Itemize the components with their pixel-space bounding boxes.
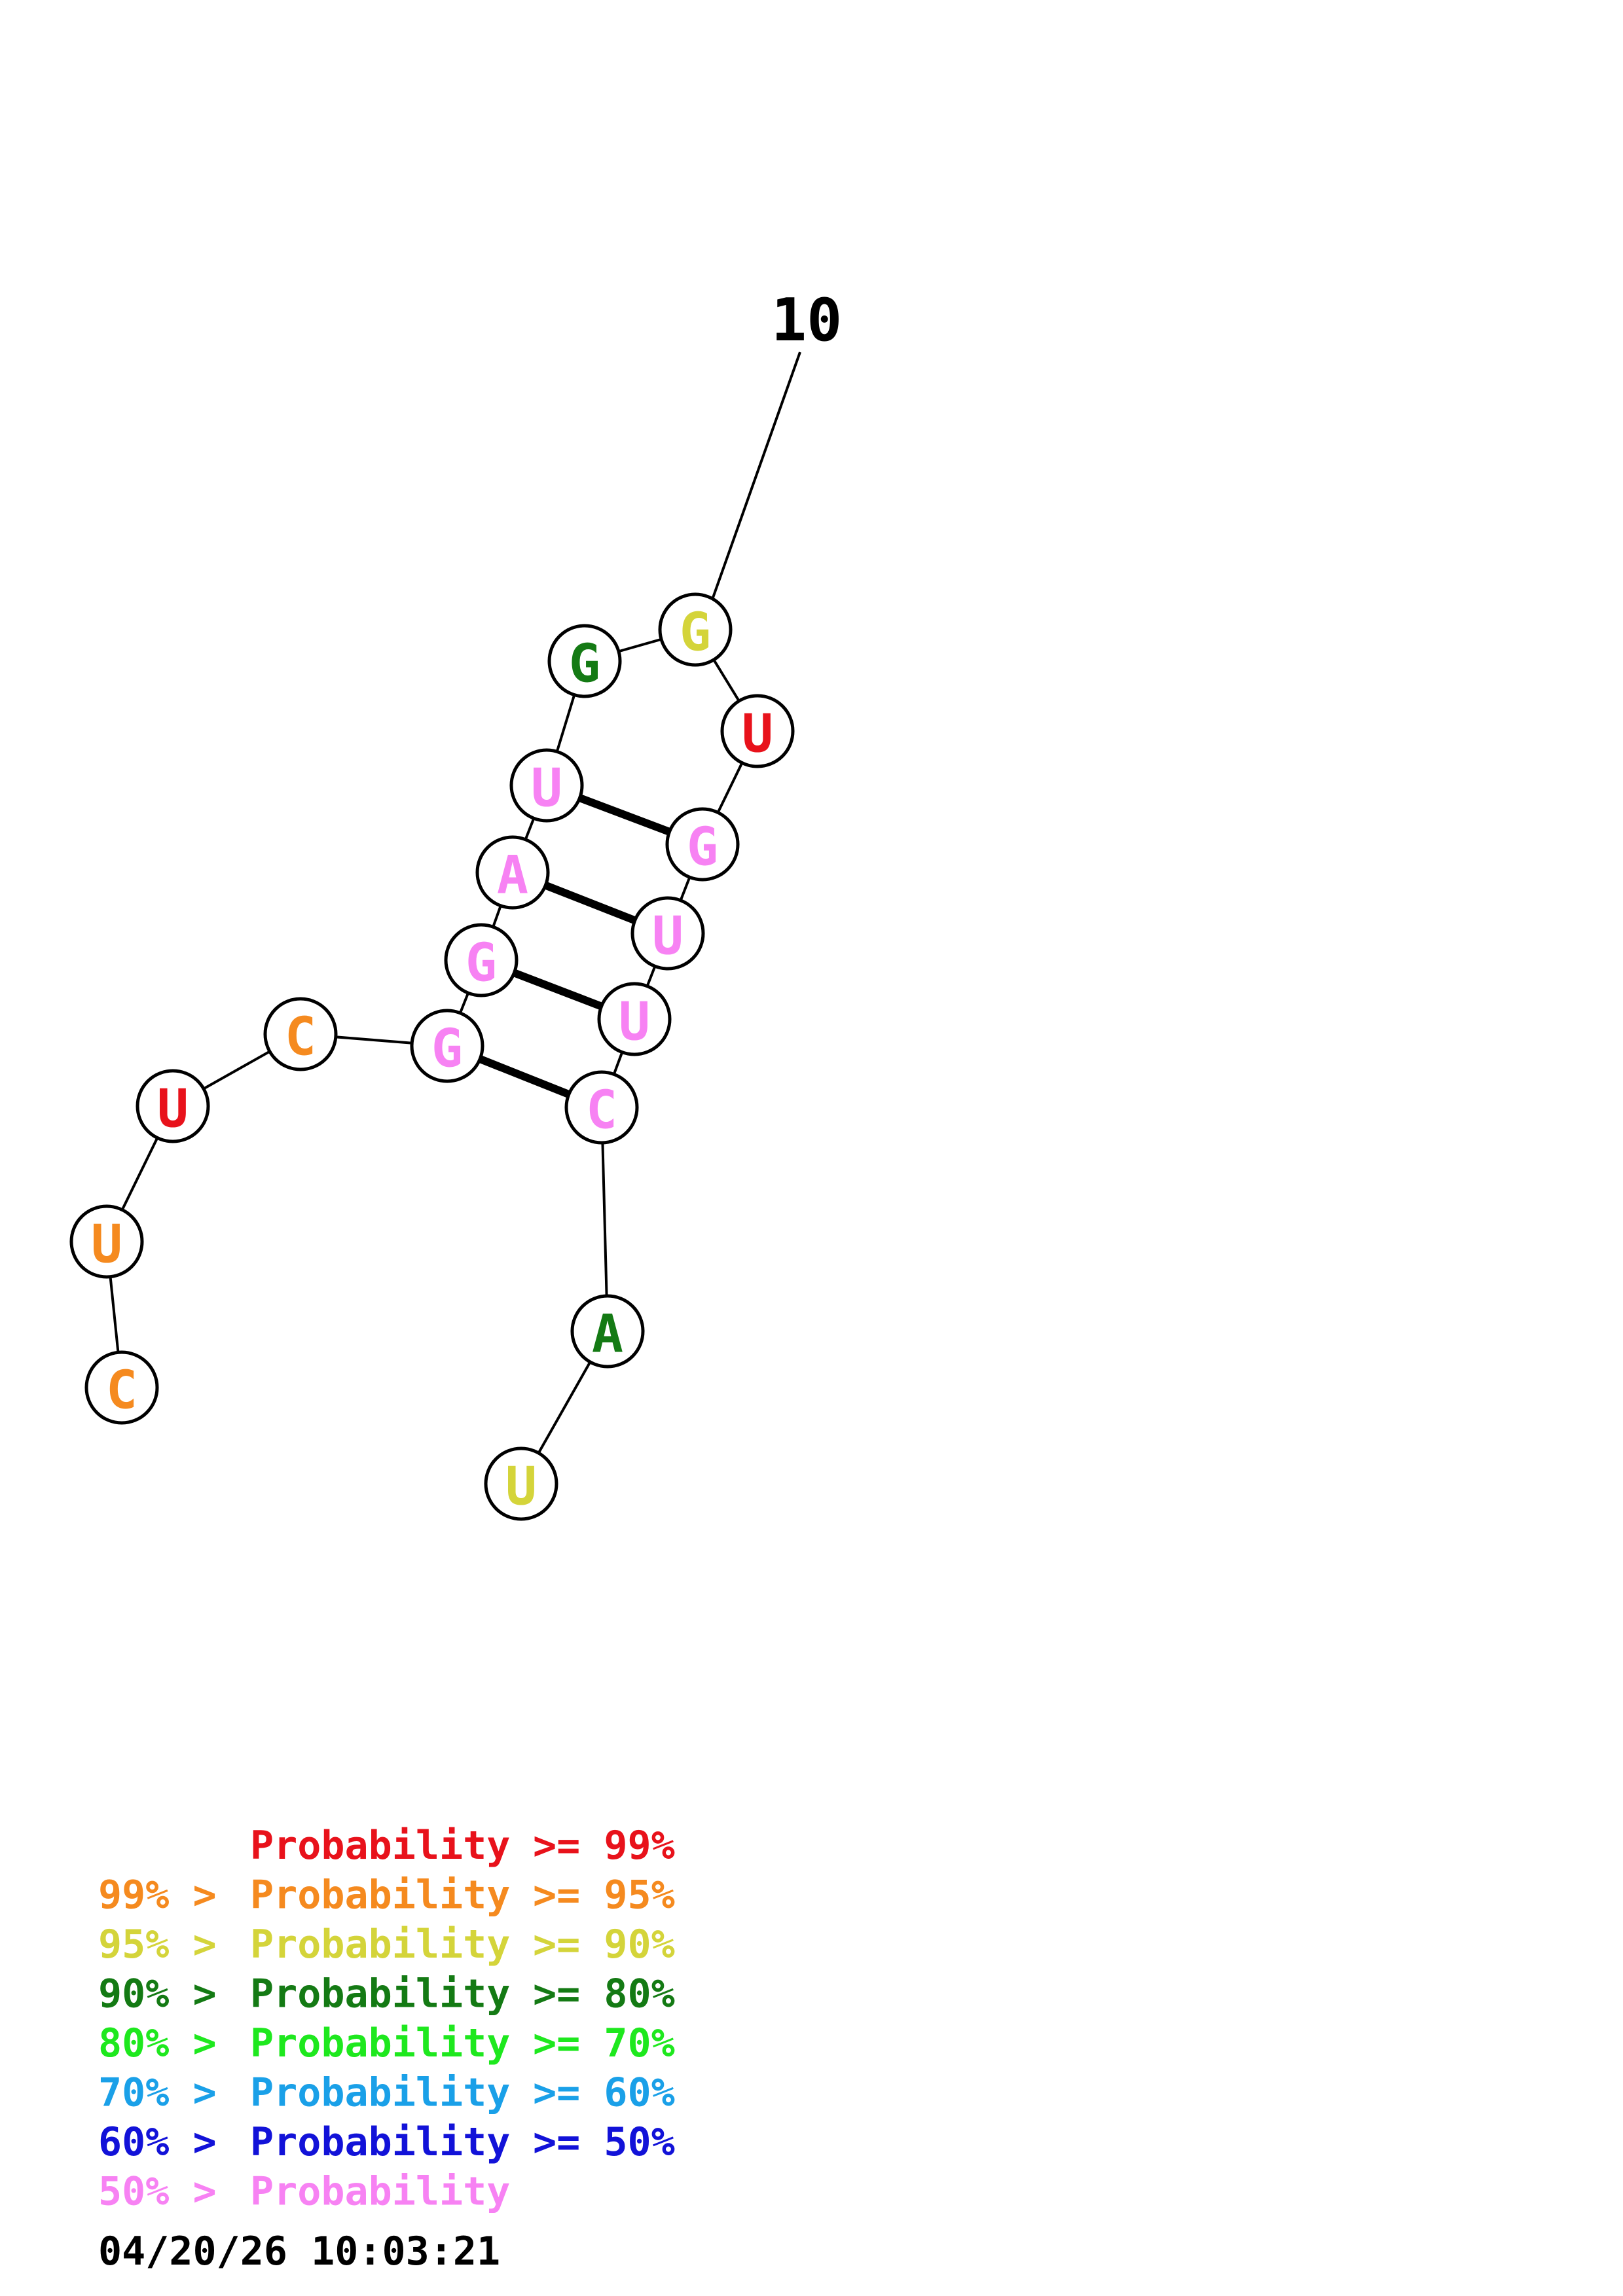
nucleotide: C: [564, 1070, 639, 1145]
nucleotide-letter: A: [592, 1304, 623, 1365]
legend-threshold: >= 90%: [533, 1922, 675, 1967]
nucleotide: U: [136, 1069, 210, 1143]
legend-threshold: >= 60%: [533, 2070, 675, 2116]
nucleotide-letter: U: [742, 704, 773, 764]
nucleotide-letter: G: [465, 933, 497, 994]
legend-label: Probability: [250, 2169, 510, 2215]
legend-label: Probability: [250, 2119, 510, 2165]
nucleotide-letter: U: [619, 992, 650, 1052]
legend-threshold: >= 80%: [533, 1971, 675, 2017]
legend-prefix: 95% >: [98, 1922, 217, 1967]
legend-label: Probability: [250, 1823, 510, 1869]
nucleotide-letter: G: [431, 1018, 463, 1079]
nucleotide-letter: U: [652, 906, 684, 967]
number-tick-layer: 10: [708, 286, 842, 609]
legend-threshold: >= 50%: [533, 2119, 675, 2165]
nucleotide: U: [69, 1204, 144, 1279]
number-label: 10: [771, 286, 842, 355]
legend-label: Probability: [250, 2020, 510, 2066]
legend-row: 70% > Probability >= 60%: [98, 2070, 675, 2116]
nucleotide-circle: [720, 694, 795, 768]
legend-prefix: 70% >: [98, 2070, 217, 2116]
nucleotide: U: [597, 982, 672, 1056]
nucleotide-circle: [630, 896, 705, 971]
nucleotide: U: [484, 1446, 558, 1521]
legend-row: 90% > Probability >= 80%: [98, 1971, 675, 2017]
legend-prefix: 99% >: [98, 1873, 217, 1918]
nucleotide-circle: [570, 1294, 645, 1369]
legend-prefix: 80% >: [98, 2020, 217, 2066]
legend-label: Probability: [250, 2070, 510, 2116]
nucleotide-circle: [564, 1070, 639, 1145]
nucleotide: G: [665, 807, 740, 882]
timestamp: 04/20/26 10:03:21: [98, 2229, 500, 2274]
legend-row: 95% > Probability >= 90%: [98, 1922, 675, 1967]
legend-threshold: >= 95%: [533, 1873, 675, 1918]
number-tick-line: [708, 351, 801, 609]
nucleotide-circle: [410, 1009, 484, 1083]
legend-threshold: >= 99%: [533, 1823, 675, 1869]
legend-label: Probability: [250, 1971, 510, 2017]
nucleotide-circle: [665, 807, 740, 882]
nucleotide: A: [570, 1294, 645, 1369]
nucleotide-letter: U: [505, 1456, 537, 1517]
legend-row: 50% > Probability: [98, 2169, 510, 2215]
nucleotide: U: [630, 896, 705, 971]
nucleotide-circle: [658, 592, 733, 667]
legend-row: 80% > Probability >= 70%: [98, 2020, 675, 2066]
nucleotide: U: [509, 748, 584, 823]
nucleotide-letter: C: [285, 1007, 316, 1067]
nucleotide: G: [658, 592, 733, 667]
nucleotide-circle: [509, 748, 584, 823]
nucleotide: G: [444, 923, 519, 997]
nucleotide-circle: [444, 923, 519, 997]
nucleotide-circle: [69, 1204, 144, 1279]
nucleotide-letter: G: [569, 634, 600, 694]
legend-prefix: 50% >: [98, 2169, 217, 2215]
nucleotide-circle: [547, 624, 622, 698]
legend-row: Probability >= 99%: [250, 1823, 675, 1869]
legend-threshold: >= 70%: [533, 2020, 675, 2066]
legend-prefix: 90% >: [98, 1971, 217, 2017]
legend-prefix: 60% >: [98, 2119, 217, 2165]
nucleotide-circle: [475, 835, 550, 910]
nucleotide-letter: C: [106, 1360, 137, 1421]
legend-label: Probability: [250, 1922, 510, 1967]
nucleotide-letter: U: [157, 1079, 189, 1139]
nucleotide: A: [475, 835, 550, 910]
nucleotide: C: [84, 1350, 159, 1425]
nucleotide-letter: U: [531, 758, 562, 819]
nucleotide-circle: [84, 1350, 159, 1425]
nucleotide-letter: A: [497, 845, 528, 906]
nucleotide-circle: [136, 1069, 210, 1143]
probability-legend: Probability >= 99%99% > Probability >= 95%9…: [98, 1823, 675, 2215]
nucleotide-letter: U: [91, 1214, 122, 1275]
legend-row: 99% > Probability >= 95%: [98, 1873, 675, 1918]
nucleotide-letter: G: [687, 817, 718, 878]
nucleotide: G: [547, 624, 622, 698]
legend-label: Probability: [250, 1873, 510, 1918]
legend-row: 60% > Probability >= 50%: [98, 2119, 675, 2165]
nucleotide-circle: [484, 1446, 558, 1521]
nucleotide-letter: C: [586, 1080, 617, 1141]
nucleotide: U: [720, 694, 795, 768]
nucleotide-circle: [263, 997, 338, 1071]
nucleotide-letter: G: [680, 602, 711, 663]
nucleotide: G: [410, 1009, 484, 1083]
backbone-segment: [600, 1107, 609, 1332]
nucleotide-circle: [597, 982, 672, 1056]
nucleotide: C: [263, 997, 338, 1071]
